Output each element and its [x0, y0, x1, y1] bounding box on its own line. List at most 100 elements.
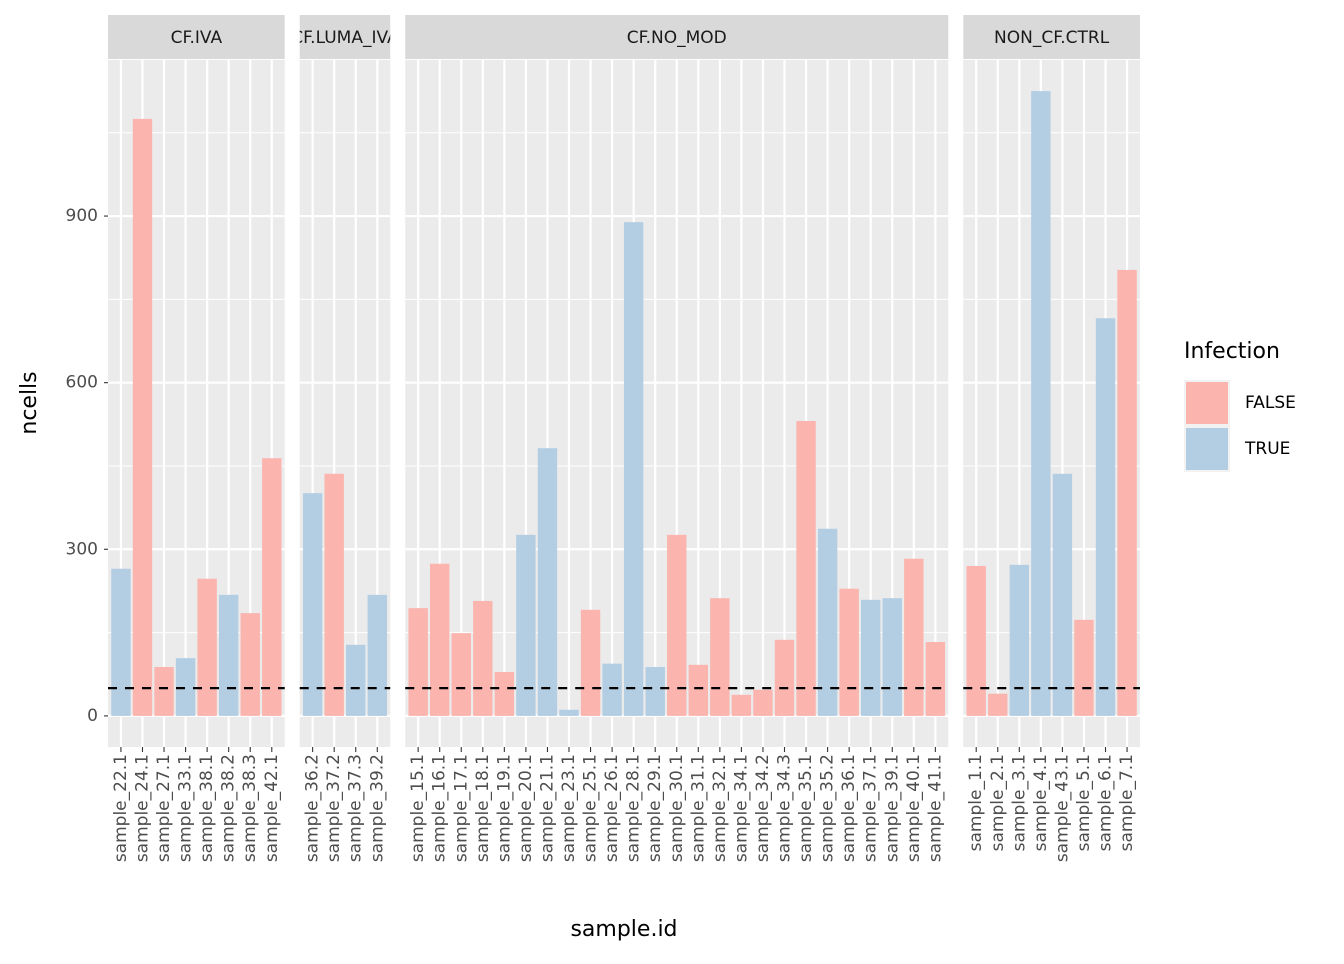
legend-label: TRUE — [1244, 439, 1290, 459]
bar — [925, 642, 946, 716]
x-tick-label: sample_35.1 — [796, 754, 816, 862]
bar — [537, 448, 558, 716]
legend-title: Infection — [1184, 339, 1280, 364]
bar — [262, 458, 282, 716]
bar — [753, 689, 773, 716]
x-tick-label: sample_25.1 — [581, 754, 601, 862]
bar — [623, 222, 644, 716]
x-tick-label: sample_34.3 — [775, 754, 795, 862]
bar — [175, 658, 196, 716]
x-tick-label: sample_33.1 — [176, 754, 196, 862]
x-tick-label: sample_37.2 — [324, 754, 344, 862]
x-tick-label: sample_16.1 — [430, 754, 450, 862]
strip-label: CF.NO_MOD — [627, 28, 727, 48]
bar — [218, 594, 239, 716]
x-tick-label: sample_20.1 — [516, 754, 536, 862]
strip-label: NON_CF.CTRL — [994, 28, 1110, 48]
legend-key — [1186, 428, 1228, 470]
x-tick-label: sample_23.1 — [559, 754, 579, 862]
bar — [324, 473, 344, 716]
y-axis-title: ncells — [17, 371, 42, 434]
bar — [346, 644, 366, 716]
x-tick-label: sample_7.1 — [1117, 754, 1137, 851]
bar — [882, 598, 902, 716]
strip-background — [405, 15, 949, 59]
bar — [580, 609, 601, 716]
strip-background — [963, 15, 1140, 59]
y-tick-label: 0 — [87, 706, 98, 726]
bar — [796, 420, 816, 716]
x-tick-label: sample_39.1 — [882, 754, 902, 862]
x-tick-label: sample_28.1 — [624, 754, 644, 862]
bar — [988, 693, 1008, 716]
y-tick-label: 600 — [66, 373, 98, 393]
bar — [1009, 564, 1030, 716]
bar — [1031, 91, 1051, 716]
x-tick-label: sample_26.1 — [602, 754, 622, 862]
strip-label: CF.LUMA_IVA — [291, 28, 399, 48]
x-tick-label: sample_29.1 — [645, 754, 665, 862]
strip-background — [299, 15, 391, 59]
x-tick-label: sample_40.1 — [904, 754, 924, 862]
bar — [451, 633, 471, 716]
x-axis-title: sample.id — [570, 917, 677, 942]
x-tick-label: sample_36.2 — [303, 754, 323, 862]
x-tick-label: sample_39.2 — [367, 754, 387, 862]
bar — [966, 565, 986, 716]
x-tick-label: sample_18.1 — [473, 754, 493, 862]
x-tick-label: sample_6.1 — [1096, 754, 1116, 851]
x-tick-label: sample_15.1 — [408, 754, 428, 862]
x-tick-label: sample_35.2 — [818, 754, 838, 862]
bar — [1074, 619, 1094, 716]
x-tick-label: sample_5.1 — [1074, 754, 1094, 851]
bar — [516, 534, 536, 716]
x-tick-label: sample_17.1 — [451, 754, 471, 862]
x-tick-label: sample_4.1 — [1031, 754, 1051, 851]
bar — [197, 578, 217, 716]
x-tick-label: sample_38.3 — [240, 754, 260, 862]
strip-label: CF.IVA — [171, 28, 223, 48]
x-tick-label: sample_36.1 — [839, 754, 859, 862]
bar — [473, 600, 493, 716]
x-tick-label: sample_42.1 — [262, 754, 282, 862]
bar — [731, 694, 752, 716]
y-tick-label: 300 — [66, 539, 98, 559]
bar — [645, 667, 665, 716]
y-tick-label: 900 — [66, 206, 98, 226]
bar — [367, 594, 387, 716]
bar — [774, 639, 795, 716]
bar — [132, 118, 153, 716]
bar — [240, 613, 260, 716]
bar — [839, 588, 859, 716]
x-tick-label: sample_2.1 — [988, 754, 1008, 851]
x-tick-label: sample_43.1 — [1052, 754, 1072, 862]
bar — [408, 608, 428, 716]
x-tick-label: sample_19.1 — [494, 754, 514, 862]
bar — [602, 663, 622, 716]
bar — [904, 558, 924, 716]
x-tick-label: sample_38.2 — [219, 754, 239, 862]
x-tick-label: sample_37.3 — [346, 754, 366, 862]
x-tick-label: sample_41.1 — [925, 754, 945, 862]
x-tick-label: sample_37.1 — [861, 754, 881, 862]
legend-label: FALSE — [1245, 393, 1296, 413]
x-tick-label: sample_32.1 — [710, 754, 730, 862]
bar — [494, 672, 515, 716]
legend-key — [1186, 382, 1228, 424]
x-tick-label: sample_3.1 — [1009, 754, 1029, 851]
bar — [1095, 318, 1116, 716]
bar — [430, 563, 450, 716]
bar — [861, 599, 881, 716]
bar — [559, 709, 579, 716]
x-tick-label: sample_22.1 — [111, 754, 131, 862]
x-tick-label: sample_21.1 — [537, 754, 557, 862]
bar — [111, 568, 131, 716]
bar — [710, 598, 730, 716]
x-tick-label: sample_30.1 — [667, 754, 687, 862]
x-tick-label: sample_38.1 — [197, 754, 217, 862]
bar — [1117, 269, 1137, 716]
bar — [154, 667, 174, 716]
bar — [688, 664, 708, 716]
